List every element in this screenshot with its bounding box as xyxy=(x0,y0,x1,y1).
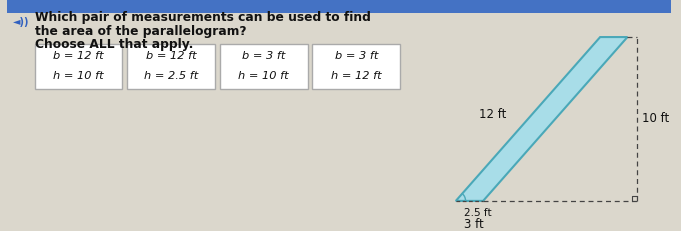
Text: ◄)): ◄)) xyxy=(13,17,29,27)
Bar xyxy=(220,44,308,89)
Text: h = 10 ft: h = 10 ft xyxy=(238,71,289,81)
Bar xyxy=(127,44,215,89)
Text: 10 ft: 10 ft xyxy=(642,112,669,125)
Text: 2.5 ft: 2.5 ft xyxy=(464,208,491,218)
Text: Which pair of measurements can be used to find: Which pair of measurements can be used t… xyxy=(35,11,370,24)
Text: b = 12 ft: b = 12 ft xyxy=(53,52,104,61)
Text: h = 12 ft: h = 12 ft xyxy=(331,71,381,81)
Bar xyxy=(35,44,123,89)
Text: 3 ft: 3 ft xyxy=(464,218,484,231)
Text: h = 2.5 ft: h = 2.5 ft xyxy=(144,71,198,81)
Text: Choose ALL that apply.: Choose ALL that apply. xyxy=(35,38,193,51)
Text: the area of the parallelogram?: the area of the parallelogram? xyxy=(35,25,246,38)
Bar xyxy=(313,44,400,89)
Text: 12 ft: 12 ft xyxy=(479,108,507,121)
Text: b = 3 ft: b = 3 ft xyxy=(242,52,285,61)
Text: b = 3 ft: b = 3 ft xyxy=(334,52,378,61)
Text: h = 10 ft: h = 10 ft xyxy=(53,71,104,81)
Polygon shape xyxy=(456,37,627,201)
Bar xyxy=(7,0,671,13)
Text: b = 12 ft: b = 12 ft xyxy=(146,52,196,61)
